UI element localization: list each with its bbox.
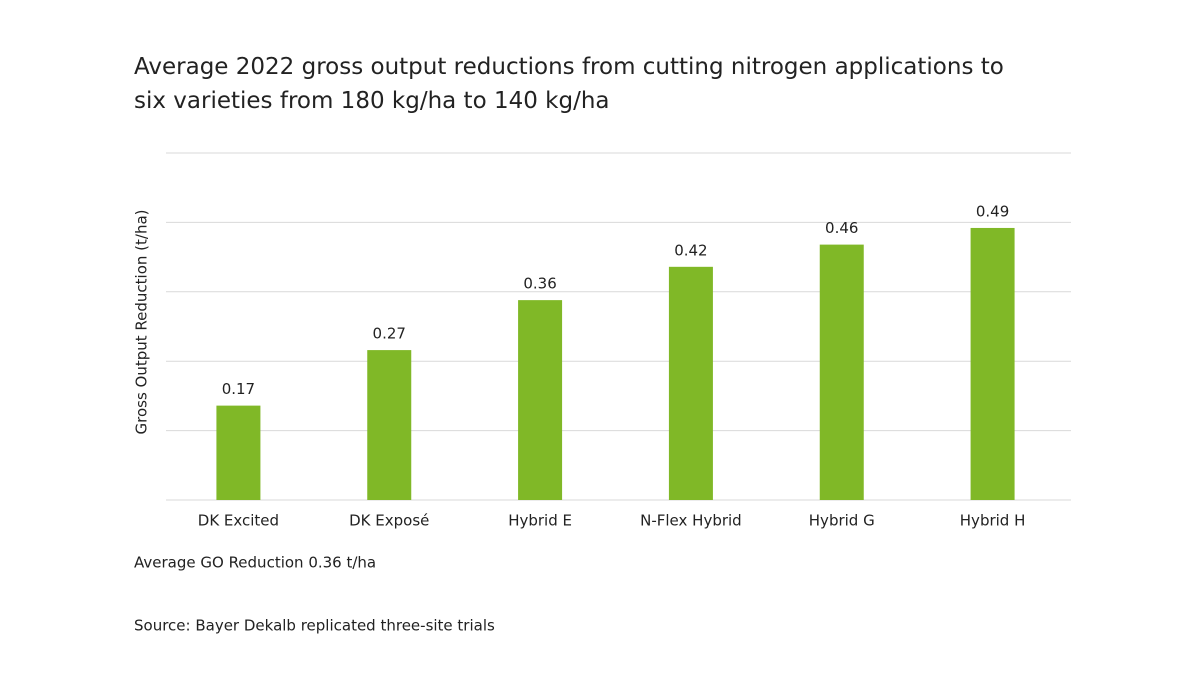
annotation: Source: Bayer Dekalb replicated three-si… (134, 617, 495, 635)
data-label: 0.27 (373, 325, 406, 343)
x-tick-label: DK Excited (198, 512, 279, 530)
bar (970, 227, 1015, 500)
bar (367, 350, 412, 500)
data-label: 0.17 (222, 380, 255, 398)
bar (216, 405, 261, 500)
data-label: 0.46 (825, 219, 858, 237)
bar (668, 266, 713, 500)
x-tick-label: Hybrid G (809, 512, 875, 530)
chart-title: Average 2022 gross output reductions fro… (134, 54, 1004, 114)
x-tick-label: N-Flex Hybrid (640, 512, 742, 530)
y-axis-label: Gross Output Reduction (t/ha) (133, 210, 151, 435)
data-label: 0.36 (523, 275, 556, 293)
x-tick-label: Hybrid H (960, 512, 1026, 530)
data-label: 0.42 (674, 241, 707, 259)
bar (518, 300, 563, 500)
annotation: Average GO Reduction 0.36 t/ha (134, 554, 376, 572)
bar (819, 244, 864, 500)
x-tick-label: Hybrid E (508, 512, 572, 530)
x-tick-label: DK Exposé (349, 512, 429, 530)
data-label: 0.49 (976, 202, 1009, 220)
